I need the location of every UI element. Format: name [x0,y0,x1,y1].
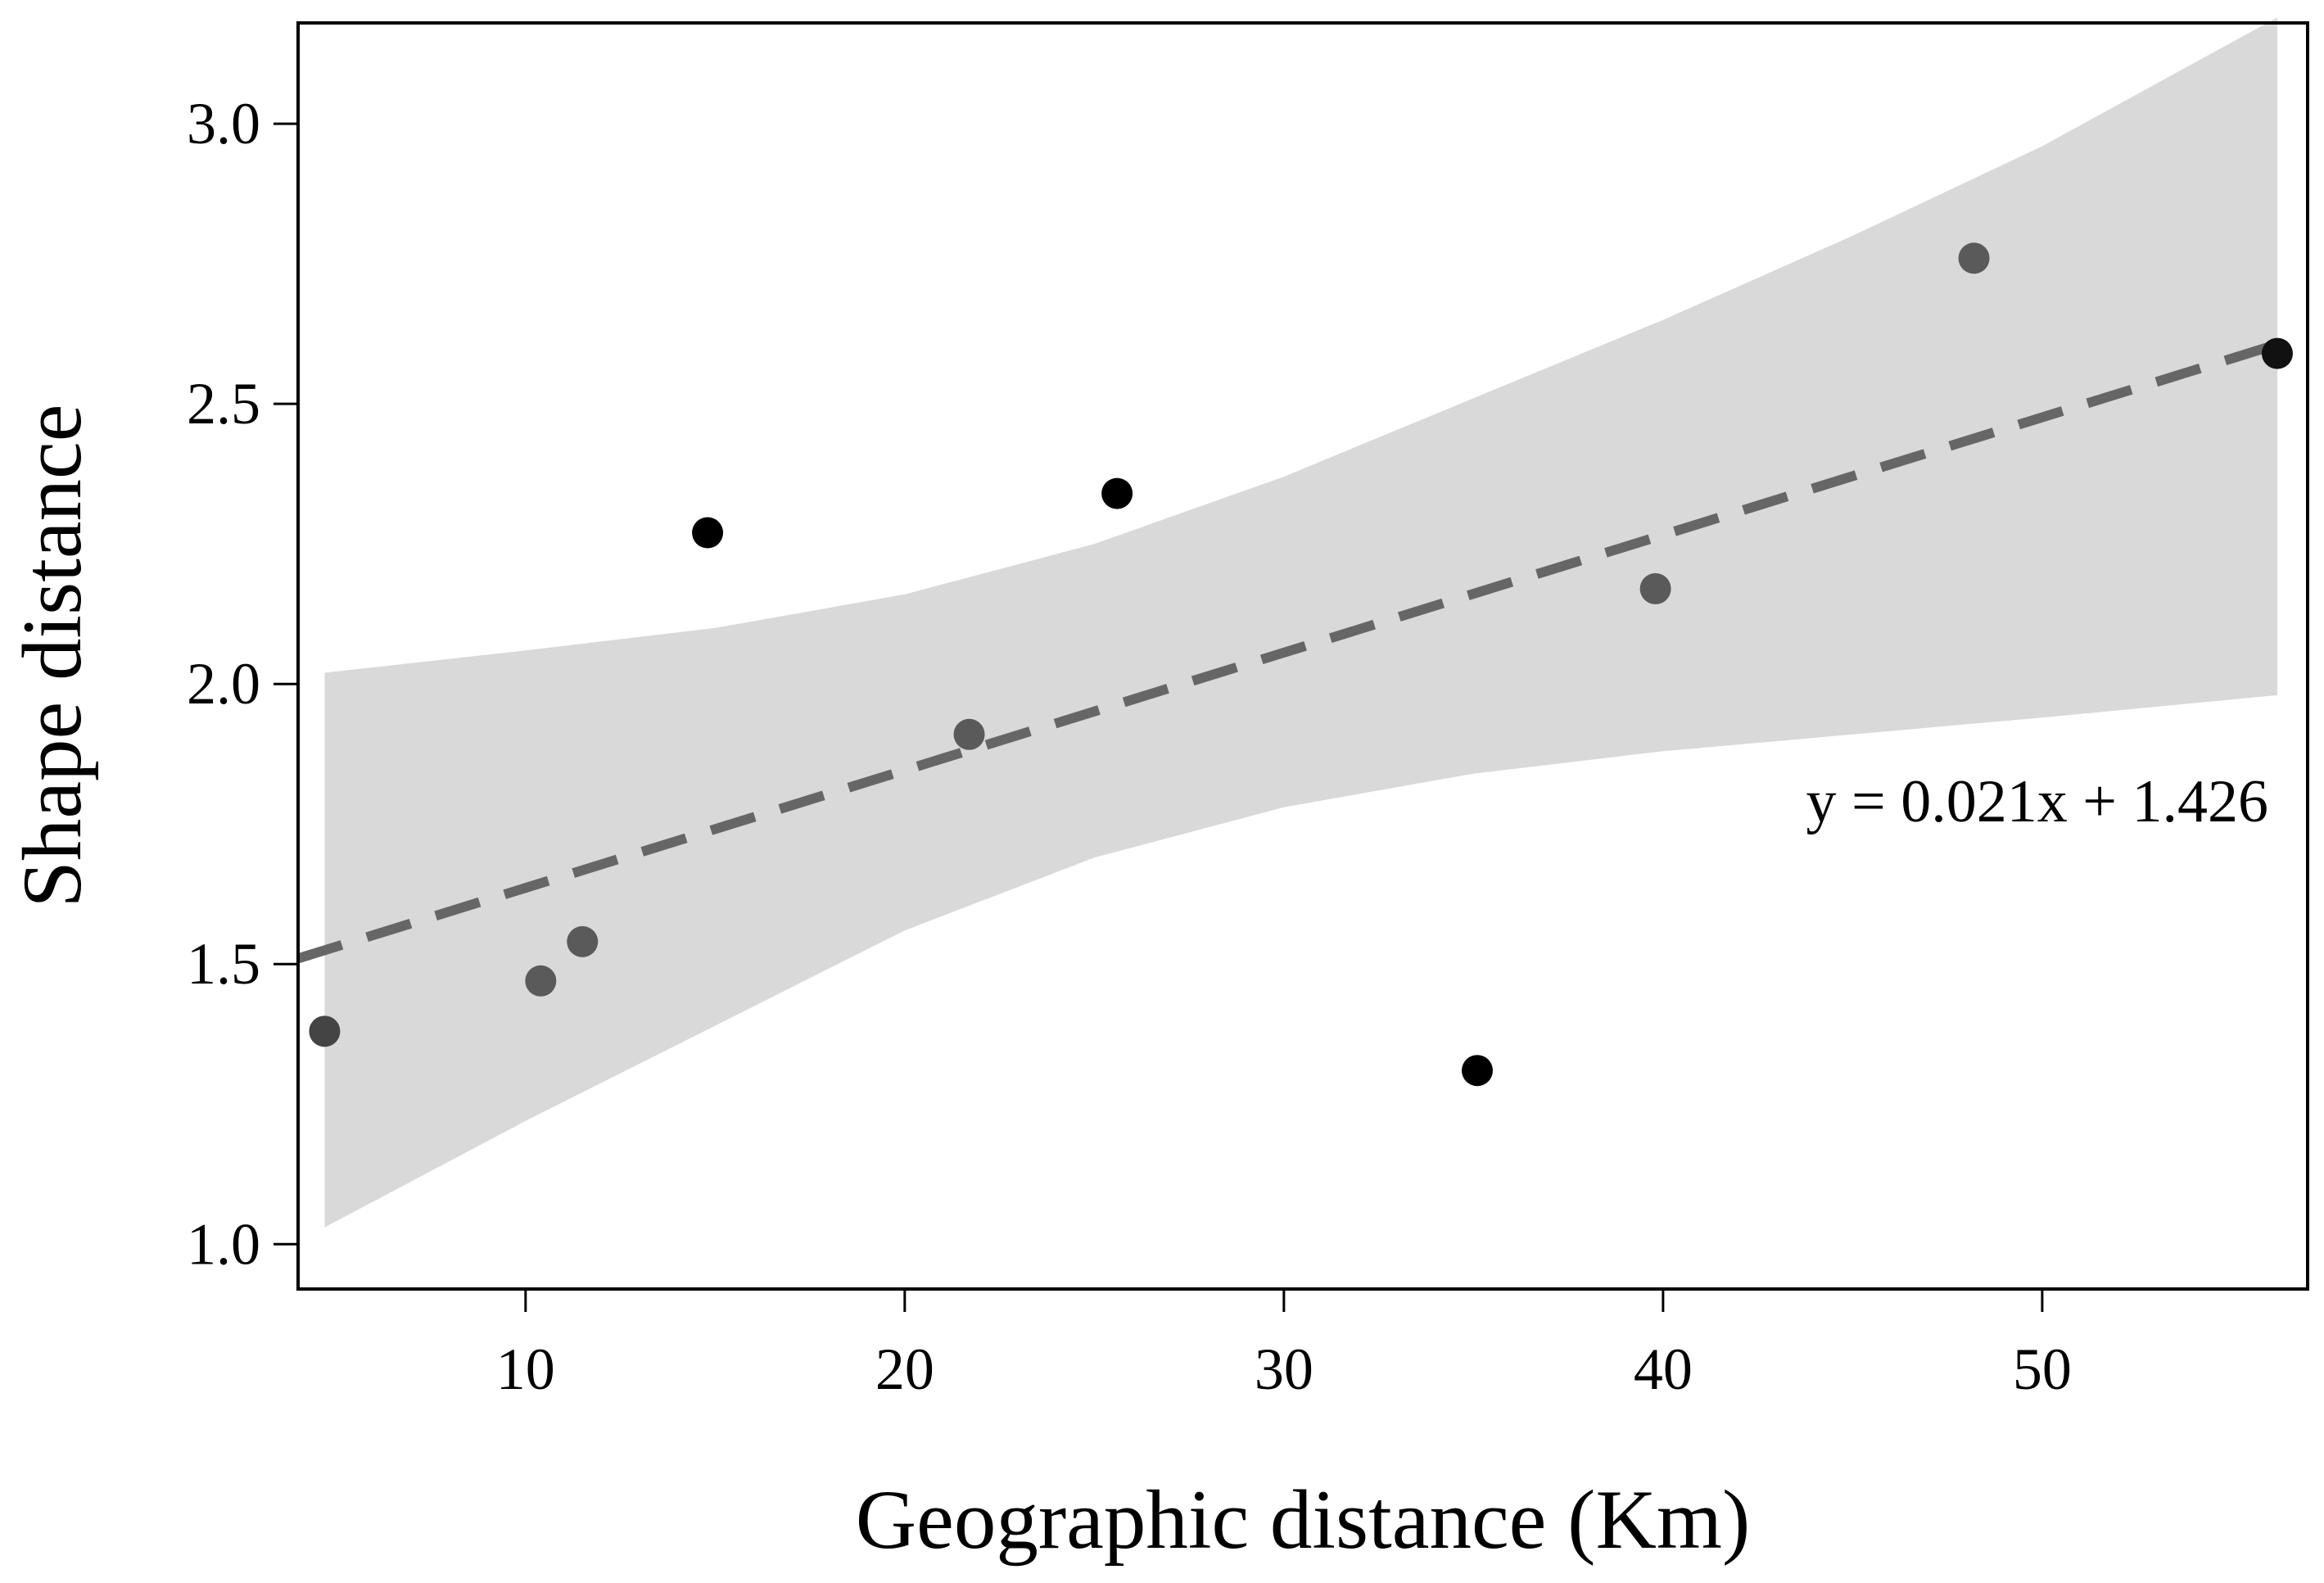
confidence-band [324,17,2278,1228]
y-tick-label: 1.0 [187,1211,260,1277]
x-tick-label: 50 [2013,1337,2072,1402]
data-point [1101,477,1133,509]
y-tick-label: 1.5 [187,931,260,997]
data-point [1639,572,1671,604]
x-axis-title: Geographic distance (Km) [856,1473,1751,1567]
data-point [2261,337,2293,369]
x-tick-label: 40 [1634,1337,1693,1402]
regression-line [296,339,2279,964]
x-tick-label: 30 [1255,1337,1313,1402]
x-axis: 10 20 30 40 50 [496,1287,2072,1402]
y-tick-label: 2.0 [187,651,260,717]
data-point [1461,1055,1493,1087]
data-point [525,965,557,997]
x-tick-label: 20 [875,1337,934,1402]
y-tick-label: 3.0 [187,91,260,156]
data-point [567,925,599,957]
y-axis: 1.0 1.5 2.0 2.5 3.0 [187,91,300,1277]
points-layer [309,242,2293,1087]
confidence-band-layer [324,17,2278,1228]
data-point [953,718,985,750]
x-tick-label: 10 [496,1337,555,1402]
y-axis-title: Shape distance [6,405,99,908]
data-point [1958,242,1990,274]
data-point [692,517,724,549]
y-tick-label: 2.5 [187,371,260,436]
data-point [309,1015,341,1047]
fit-line-layer [296,339,2279,964]
regression-equation: y = 0.021x + 1.426 [1806,768,2268,835]
